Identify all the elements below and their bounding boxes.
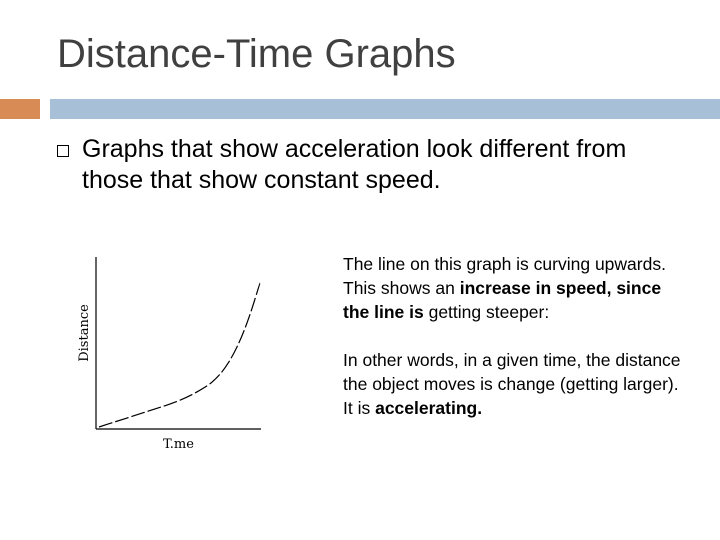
accent-bar — [0, 99, 40, 119]
bullet-text: Graphs that show acceleration look diffe… — [82, 135, 627, 194]
description-bold-text: accelerating. — [375, 398, 483, 418]
description-text: The line on this graph is curving upward… — [343, 254, 666, 298]
slide-title: Distance-Time Graphs — [57, 32, 456, 76]
acceleration-curve — [98, 282, 261, 428]
y-axis-label: Distance — [77, 304, 92, 362]
title-underline-bar — [50, 99, 720, 119]
description-paragraph-1: The line on this graph is curving upward… — [343, 252, 683, 324]
distance-time-graph: Distance T.me — [77, 257, 261, 452]
graph-description: The line on this graph is curving upward… — [343, 252, 683, 420]
description-text: getting steeper: — [423, 302, 550, 322]
description-paragraph-2: In other words, in a given time, the dis… — [343, 348, 683, 420]
x-axis-label: T.me — [163, 437, 194, 452]
description-text: In other words, in a given time, the dis… — [343, 350, 681, 418]
description-bold-text: increase in speed, since the line is — [343, 278, 662, 322]
square-bullet-icon — [57, 145, 69, 157]
